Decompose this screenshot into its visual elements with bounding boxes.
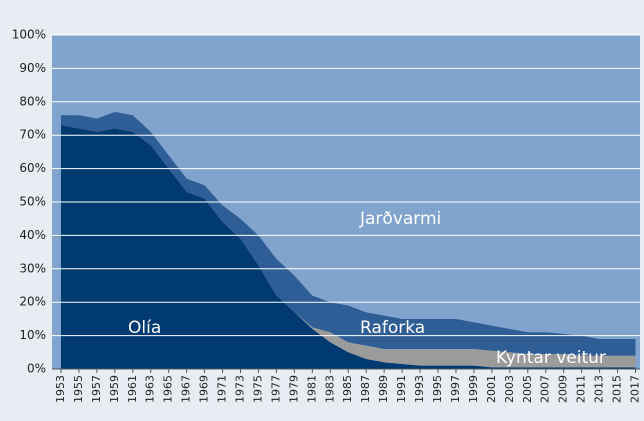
x-tick-label: 2017: [629, 375, 642, 403]
series-label: Raforka: [360, 318, 425, 338]
x-tick-label: 1963: [144, 375, 157, 403]
x-tick-label: 2013: [593, 375, 606, 403]
x-tick-label: 1977: [269, 375, 282, 403]
y-tick-label: 80%: [19, 94, 46, 108]
x-tick-label: 2001: [485, 375, 498, 403]
x-tick-label: 2015: [611, 375, 624, 403]
x-tick-label: 2011: [575, 375, 588, 403]
x-tick-label: 1989: [377, 375, 390, 403]
y-tick-label: 60%: [19, 161, 46, 175]
area: [60, 35, 636, 339]
x-tick-label: 1981: [305, 375, 318, 403]
x-tick-label: 1969: [198, 375, 211, 403]
x-tick-label: 1973: [234, 375, 247, 403]
x-tick-label: 1967: [180, 375, 193, 403]
x-tick-label: 1957: [90, 375, 103, 403]
x-tick-label: 1975: [251, 375, 264, 403]
area: [60, 125, 636, 370]
y-tick-label: 0%: [27, 362, 46, 376]
y-tick-label: 10%: [19, 328, 46, 342]
series-label: Kyntar veitur: [496, 348, 606, 368]
x-tick-label: 1965: [162, 375, 175, 403]
x-tick-label: 1955: [72, 375, 85, 403]
y-tick-label: 100%: [12, 28, 46, 42]
x-tick-label: 1979: [287, 375, 300, 403]
y-tick-label: 30%: [19, 261, 46, 275]
x-tick-label: 1993: [413, 375, 426, 403]
x-tick-label: 1987: [359, 375, 372, 403]
y-tick-label: 50%: [19, 195, 46, 209]
x-tick-label: 1995: [431, 375, 444, 403]
x-tick-label: 2003: [503, 375, 516, 403]
x-tick-label: 1985: [341, 375, 354, 403]
series-label: Jarðvarmi: [359, 209, 441, 229]
x-tick-label: 1959: [108, 375, 121, 403]
y-tick-label: 20%: [19, 295, 46, 309]
x-tick-label: 1971: [216, 375, 229, 403]
x-tick-label: 1997: [449, 375, 462, 403]
x-tick-label: 2007: [539, 375, 552, 403]
x-tick-label: 1953: [54, 375, 67, 403]
series-label: Olía: [128, 318, 161, 338]
x-tick-label: 1983: [323, 375, 336, 403]
y-tick-label: 90%: [19, 61, 46, 75]
x-tick-label: 2005: [521, 375, 534, 403]
x-tick-label: 1999: [467, 375, 480, 403]
y-tick-label: 40%: [19, 228, 46, 242]
y-tick-label: 70%: [19, 128, 46, 142]
x-tick-label: 2009: [557, 375, 570, 403]
x-tick-label: 1961: [126, 375, 139, 403]
x-tick-label: 1991: [395, 375, 408, 403]
area: [60, 111, 636, 356]
